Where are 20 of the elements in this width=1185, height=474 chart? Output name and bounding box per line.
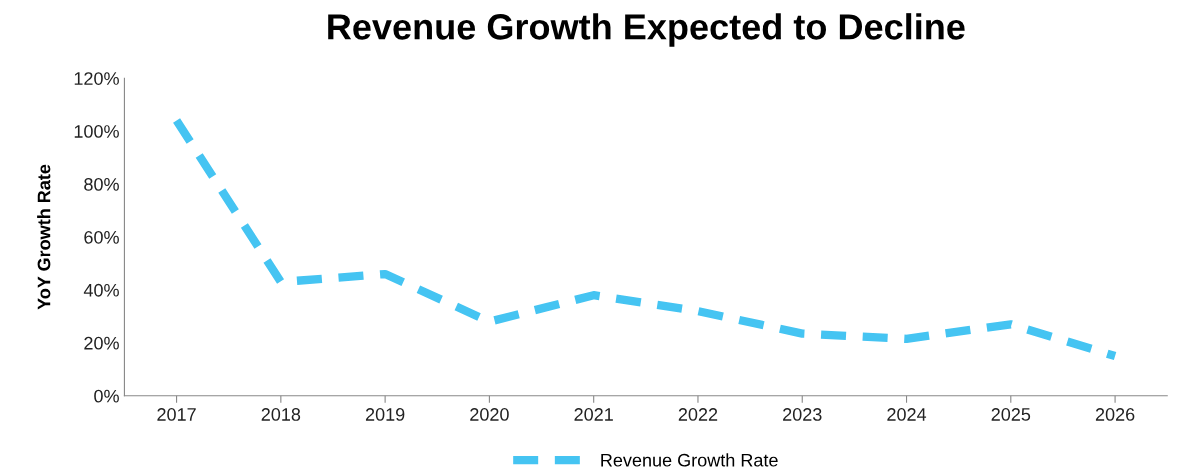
y-axis-title: YoY Growth Rate <box>37 164 51 310</box>
x-tick-label: 2022 <box>678 408 718 421</box>
y-tick-label: 60% <box>84 230 119 244</box>
x-tick-label: 2026 <box>1095 408 1135 421</box>
y-tick-label: 100% <box>74 125 119 138</box>
x-tick-label: 2020 <box>470 408 509 421</box>
y-tick-label: 80% <box>84 178 119 191</box>
chart-title: Revenue Growth Expected to Decline <box>328 13 965 47</box>
y-tick-label: 0% <box>94 389 119 403</box>
legend-label: Revenue Growth Rate <box>601 453 778 467</box>
x-tick-label: 2021 <box>574 408 613 421</box>
x-tick-label: 2019 <box>365 408 405 421</box>
x-tick-label: 2017 <box>157 408 196 421</box>
y-tick-label: 120% <box>74 72 119 85</box>
x-tick-label: 2018 <box>261 408 301 421</box>
y-tick-label: 20% <box>84 336 119 350</box>
x-tick-label: 2025 <box>991 408 1031 421</box>
x-tick-label: 2023 <box>783 408 822 421</box>
x-tick-label: 2024 <box>887 408 927 421</box>
y-tick-label: 40% <box>83 283 119 297</box>
